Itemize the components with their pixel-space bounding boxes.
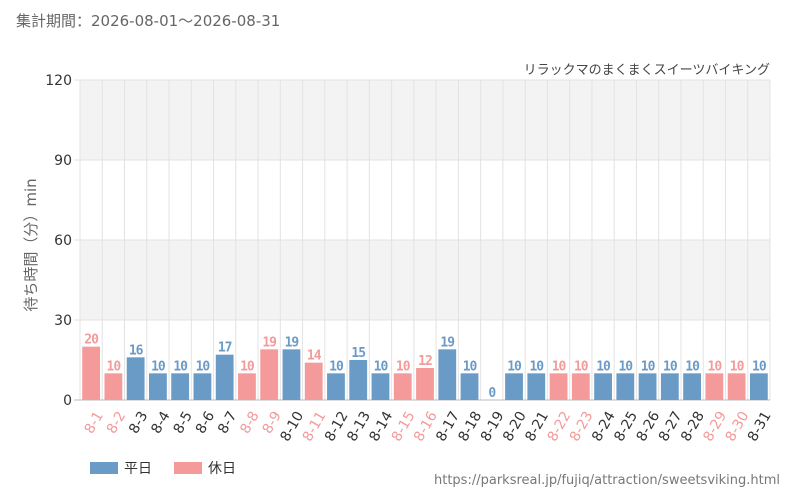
bar-value-label: 10 — [596, 359, 611, 374]
x-tick-label: 8-6 — [193, 409, 218, 437]
bar-value-label: 14 — [307, 349, 322, 364]
y-tick-label: 30 — [54, 313, 72, 329]
legend: 平日 休日 — [90, 458, 236, 478]
legend-weekday-swatch — [90, 462, 118, 474]
bar — [727, 373, 746, 400]
x-tick-label: 8-5 — [171, 409, 196, 437]
bar — [260, 349, 279, 400]
bar-value-label: 10 — [618, 359, 633, 374]
bar — [149, 373, 167, 400]
bar — [660, 373, 679, 400]
bar-value-label: 10 — [730, 359, 745, 374]
bar-value-label: 17 — [218, 341, 232, 356]
y-tick-label: 120 — [45, 73, 72, 89]
y-tick-label: 60 — [54, 233, 72, 249]
legend-holiday-label: 休日 — [208, 461, 236, 477]
bar-value-label: 10 — [374, 359, 389, 374]
bar — [126, 357, 145, 400]
y-tick-label: 0 — [63, 393, 72, 409]
x-tick-label: 8-7 — [215, 409, 240, 437]
grid-band — [80, 80, 770, 160]
bar — [82, 346, 101, 400]
bar — [705, 373, 724, 400]
source-url: https://parksreal.jp/fujiq/attraction/sw… — [434, 473, 780, 488]
bar — [438, 349, 457, 400]
grid-band — [80, 240, 770, 320]
x-tick-label: 8-1 — [82, 409, 107, 437]
bar — [549, 373, 568, 400]
bar — [460, 373, 479, 400]
bar-value-label: 10 — [663, 359, 678, 374]
bar — [749, 373, 768, 400]
bar-value-label: 10 — [507, 359, 522, 374]
bar — [393, 373, 412, 400]
x-tick-label: 8-2 — [104, 409, 129, 437]
bar-value-label: 10 — [574, 359, 589, 374]
bar — [349, 360, 368, 400]
bar-value-label: 10 — [685, 359, 700, 374]
bar-value-label: 0 — [488, 386, 496, 401]
x-tick-label: 8-4 — [148, 409, 173, 437]
period-label: 集計期間：2026-08-01～2026-08-31 — [16, 12, 281, 30]
bar-value-label: 10 — [641, 359, 656, 374]
x-tick-label: 8-8 — [237, 409, 262, 437]
bar — [193, 373, 212, 400]
bar — [683, 373, 701, 400]
bar — [527, 373, 546, 400]
bar — [594, 373, 612, 400]
bar-value-label: 10 — [151, 359, 166, 374]
bar-value-label: 10 — [173, 359, 188, 374]
bar-value-label: 10 — [329, 359, 344, 374]
bar-value-label: 10 — [752, 359, 767, 374]
bar — [304, 362, 323, 400]
bar-value-label: 12 — [418, 354, 432, 369]
bar-value-label: 10 — [529, 359, 544, 374]
legend-weekday-label: 平日 — [124, 461, 152, 477]
legend-holiday-swatch — [174, 462, 202, 474]
bar-value-label: 19 — [262, 335, 276, 350]
bar — [282, 349, 301, 400]
bar — [215, 354, 234, 400]
bar — [416, 368, 434, 400]
bar — [371, 373, 390, 400]
bar-value-label: 15 — [351, 346, 365, 361]
y-tick-label: 90 — [54, 153, 72, 169]
bar-value-label: 20 — [84, 333, 99, 348]
legend-weekday: 平日 — [90, 458, 152, 478]
bar — [104, 373, 123, 400]
bar-value-label: 19 — [440, 335, 454, 350]
legend-holiday: 休日 — [174, 458, 236, 478]
bar — [238, 373, 256, 400]
bar — [327, 373, 345, 400]
bar — [171, 373, 190, 400]
bar — [571, 373, 590, 400]
bar-value-label: 19 — [285, 335, 299, 350]
bar — [505, 373, 523, 400]
bar-value-label: 10 — [396, 359, 411, 374]
bar-value-label: 10 — [552, 359, 567, 374]
bar-value-label: 10 — [708, 359, 723, 374]
bar-value-label: 10 — [240, 359, 255, 374]
bar — [616, 373, 635, 400]
grid-band — [80, 160, 770, 240]
bar-value-label: 10 — [196, 359, 211, 374]
bar-value-label: 16 — [129, 343, 144, 358]
x-tick-label: 8-31 — [745, 409, 775, 445]
bar-value-label: 10 — [107, 359, 122, 374]
chart-title: リラックマのまくまくスイーツバイキング — [524, 63, 770, 78]
y-axis-label: 待ち時間（分）min — [22, 178, 40, 311]
x-tick-label: 8-3 — [126, 409, 151, 437]
bar — [638, 373, 657, 400]
bar-value-label: 10 — [463, 359, 478, 374]
